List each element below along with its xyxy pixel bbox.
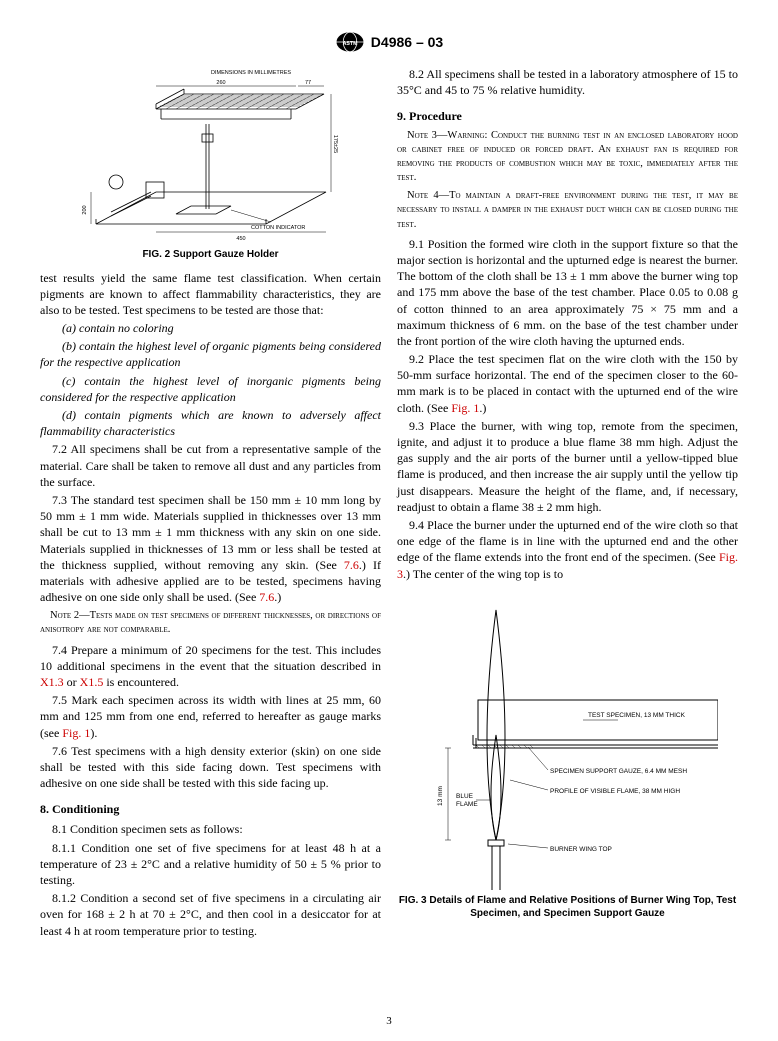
doc-id: D4986 – 03 [371,33,443,52]
figure-3-svg: 13 mm TEST SPECIMEN, 13 MM THICK SPECIME… [418,590,718,890]
xref-X1.3[interactable]: X1.3 [40,675,64,689]
xref-fig1-a[interactable]: Fig. 1 [62,726,90,740]
para-8.1.1: 8.1.1 Condition one set of five specimen… [40,840,381,889]
page-number: 3 [0,1014,778,1029]
para-9.4-text-a: 9.4 Place the burner under the upturned … [397,518,738,564]
note-4: Note 4—To maintain a draft-free environm… [397,189,738,232]
para-8.2: 8.2 All specimens shall be tested in a l… [397,66,738,98]
fig2-dim-h: 175±25 [332,135,338,153]
para-7.6: 7.6 Test specimens with a high density e… [40,743,381,792]
two-column-layout: DIMENSIONS IN MILLIMETRES 260 77 175±25 … [40,64,738,941]
right-column: 8.2 All specimens shall be tested in a l… [397,64,738,941]
figure-2: DIMENSIONS IN MILLIMETRES 260 77 175±25 … [40,64,381,262]
para-9.4: 9.4 Place the burner under the upturned … [397,517,738,582]
fig3-gauze-label: SPECIMEN SUPPORT GAUZE, 6.4 MM MESH [550,768,687,775]
fig3-dim-13: 13 mm [437,786,444,806]
astm-logo: ASTM [335,30,365,54]
figure-3: 13 mm TEST SPECIMEN, 13 MM THICK SPECIME… [397,590,738,921]
para-7.4: 7.4 Prepare a minimum of 20 specimens fo… [40,642,381,691]
fig3-burner-label: BURNER WING TOP [550,846,612,853]
col1-lead-para: test results yield the same flame test c… [40,270,381,319]
item-d: (d) contain pigments which are known to … [40,407,381,439]
fig2-dim-200: 200 [82,205,88,214]
fig2-dim-260: 260 [216,80,225,86]
fig2-cotton-label: COTTON INDICATOR [251,225,305,231]
note-2: Note 2—Tests made on test specimens of d… [40,609,381,637]
xref-fig1-b[interactable]: Fig. 1 [451,401,479,415]
para-9.2-text-b: .) [479,401,486,415]
xref-7.6-b[interactable]: 7.6 [259,590,274,604]
fig2-dim-450: 450 [236,236,245,242]
section-9-title: 9. Procedure [397,108,738,124]
fig3-profile-label: PROFILE OF VISIBLE FLAME, 38 MM HIGH [550,788,680,795]
para-7.3-text-a: 7.3 The standard test specimen shall be … [40,493,381,572]
figure-3-caption: FIG. 3 Details of Flame and Relative Pos… [397,894,738,921]
svg-text:ASTM: ASTM [342,41,358,47]
para-7.5-text-b: ). [90,726,97,740]
para-9.2-text-a: 9.2 Place the test specimen flat on the … [397,352,738,415]
para-7.4-text-a: 7.4 Prepare a minimum of 20 specimens fo… [40,643,381,673]
para-9.3: 9.3 Place the burner, with wing top, rem… [397,418,738,515]
para-9.1: 9.1 Position the formed wire cloth in th… [397,236,738,349]
or-text: or [64,675,80,689]
note-3: Note 3—Warning: Conduct the burning test… [397,129,738,186]
para-8.1: 8.1 Condition specimen sets as follows: [40,821,381,837]
para-9.4-text-b: .) The center of the wing top is to [403,567,563,581]
fig2-dim-label: DIMENSIONS IN MILLIMETRES [211,70,291,76]
xref-X1.5[interactable]: X1.5 [80,675,104,689]
para-7.3: 7.3 The standard test specimen shall be … [40,492,381,605]
item-a: (a) contain no coloring [40,320,381,336]
para-8.1.2: 8.1.2 Condition a second set of five spe… [40,890,381,939]
fig2-dim-77: 77 [304,80,310,86]
para-7.2: 7.2 All specimens shall be cut from a re… [40,441,381,490]
page: ASTM D4986 – 03 [0,0,778,1041]
figure-2-caption: FIG. 2 Support Gauze Holder [40,248,381,262]
fig3-test-specimen-label: TEST SPECIMEN, 13 MM THICK [588,712,686,719]
para-7.4-text-b: is encountered. [103,675,179,689]
para-9.2: 9.2 Place the test specimen flat on the … [397,351,738,416]
fig3-blue-flame-label: BLUEFLAME [456,793,478,808]
figure-2-svg: DIMENSIONS IN MILLIMETRES 260 77 175±25 … [76,64,346,244]
para-7.3-text-c: .) [274,590,281,604]
section-8-title: 8. Conditioning [40,801,381,817]
xref-7.6-a[interactable]: 7.6 [344,558,359,572]
para-7.5: 7.5 Mark each specimen across its width … [40,692,381,741]
page-header: ASTM D4986 – 03 [40,30,738,54]
item-c: (c) contain the highest level of inorgan… [40,373,381,405]
item-b: (b) contain the highest level of organic… [40,338,381,370]
left-column: DIMENSIONS IN MILLIMETRES 260 77 175±25 … [40,64,381,941]
